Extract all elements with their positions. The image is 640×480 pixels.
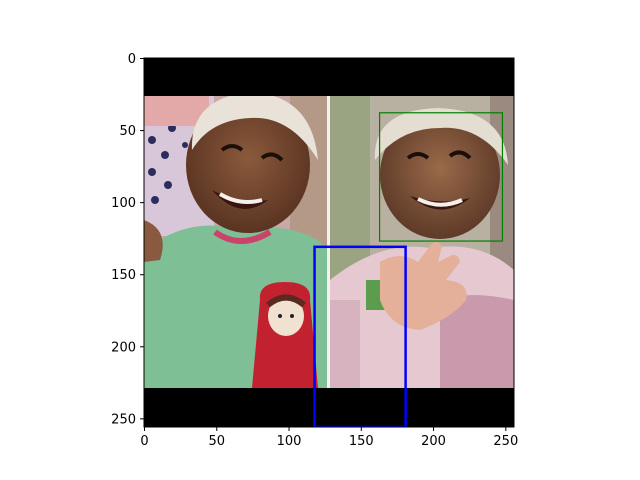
bottom-black-bar: [144, 388, 514, 427]
y-tick-label: 250: [111, 412, 136, 427]
x-tick-label: 100: [277, 434, 302, 449]
x-tick-label: 0: [140, 434, 148, 449]
x-axis: 0 50 100 150 200 250: [140, 427, 518, 449]
y-tick-label: 150: [111, 268, 136, 283]
x-tick-label: 150: [349, 434, 374, 449]
y-axis: 0 50 100 150 200 250: [111, 52, 144, 427]
x-tick-label: 50: [208, 434, 225, 449]
photo: [144, 58, 514, 427]
left-photo-panel: [144, 96, 329, 388]
x-tick-label: 250: [493, 434, 518, 449]
top-black-bar: [144, 58, 514, 96]
right-photo-panel: [330, 96, 514, 388]
axes-frame: [143, 57, 515, 428]
y-tick-label: 50: [119, 124, 136, 139]
x-tick-label: 200: [421, 434, 446, 449]
green-face-box: [378, 112, 504, 242]
blue-box: [313, 245, 407, 427]
panel-divider: [327, 96, 331, 388]
y-tick-label: 200: [111, 340, 136, 355]
y-tick-label: 100: [111, 196, 136, 211]
annotation-boxes: [313, 112, 504, 427]
y-tick-label: 0: [128, 52, 136, 67]
